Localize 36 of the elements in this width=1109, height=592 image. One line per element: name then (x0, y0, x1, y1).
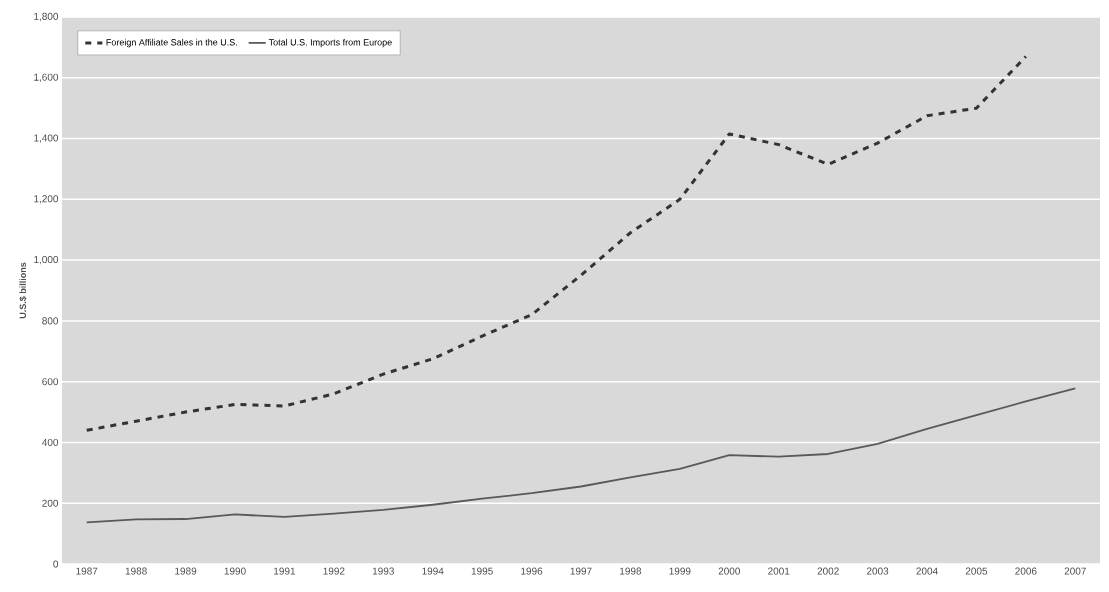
x-tick-label: 2003 (866, 567, 889, 575)
x-tick-label: 1994 (422, 567, 444, 575)
x-tick-label: 2006 (1015, 567, 1037, 575)
y-tick-label: 600 (42, 378, 59, 386)
legend-label: Total U.S. Imports from Europe (268, 38, 392, 48)
x-tick-label: 2007 (1064, 567, 1086, 575)
x-tick-label: 1996 (521, 567, 543, 575)
y-tick-label: 400 (42, 438, 59, 446)
x-tick-label: 1992 (323, 567, 345, 575)
x-tick-label: 2000 (718, 567, 741, 575)
y-tick-label: 1,200 (34, 195, 59, 204)
x-tick-label: 1999 (669, 567, 691, 575)
x-tick-label: 2002 (817, 567, 839, 575)
y-tick-label: 1,800 (34, 12, 59, 22)
x-tick-label: 2004 (916, 567, 938, 575)
y-axis-title: U.S.$ billions (19, 262, 27, 319)
line-series (85, 55, 1028, 432)
x-tick-label: 1998 (620, 567, 642, 575)
y-tick-label: 0 (53, 560, 59, 568)
x-tick-label: 1991 (274, 567, 296, 575)
legend-label: Foreign Affiliate Sales in the U.S. (106, 38, 237, 48)
x-tick-label: 2001 (768, 567, 790, 575)
y-tick-label: 1,400 (34, 134, 59, 143)
x-tick-label: 1997 (570, 567, 592, 575)
x-tick-label: 1993 (372, 567, 394, 575)
x-tick-label: 1988 (125, 567, 147, 575)
y-tick-label: 800 (42, 317, 59, 325)
x-tick-label: 1990 (224, 567, 246, 575)
x-tick-label: 1989 (175, 567, 197, 575)
y-tick-label: 1,600 (34, 73, 59, 82)
y-tick-label: 200 (42, 499, 59, 507)
x-tick-label: 1995 (471, 567, 493, 575)
x-tick-label: 2005 (965, 567, 988, 575)
y-tick-label: 1,000 (34, 255, 59, 265)
line-series (85, 387, 1077, 524)
x-tick-label: 1987 (76, 567, 98, 575)
